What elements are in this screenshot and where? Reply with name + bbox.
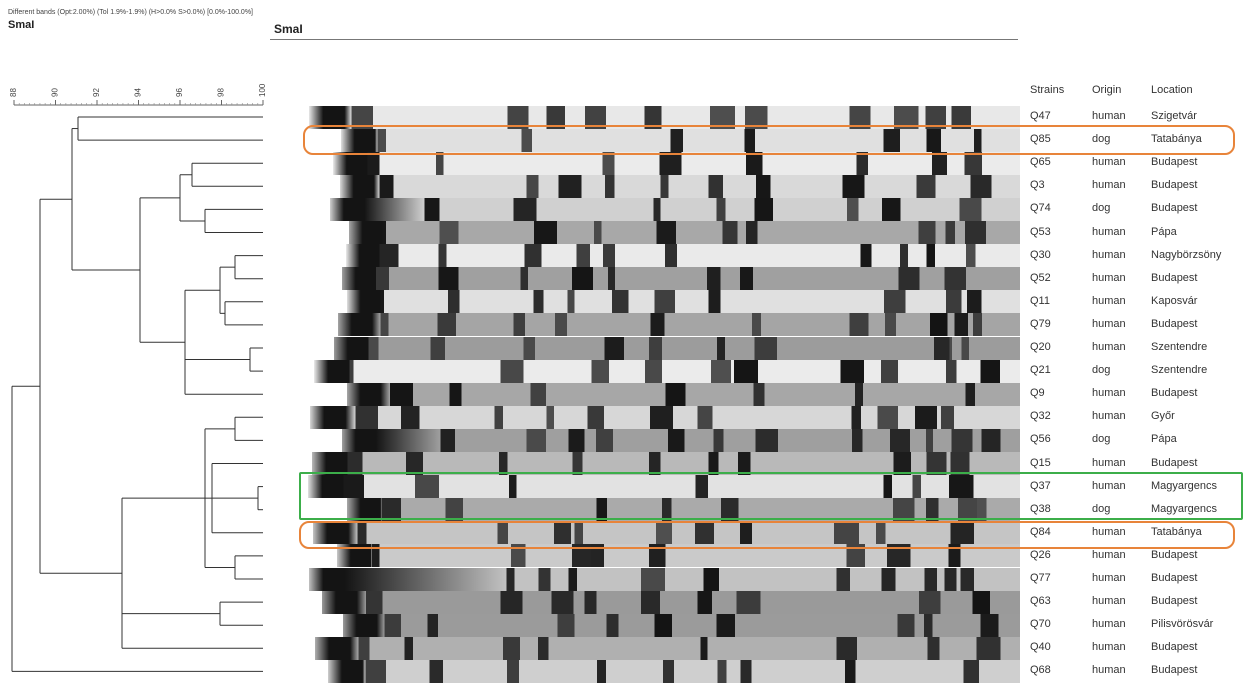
table-cell: Q63: [1030, 595, 1051, 607]
table-cell: Budapest: [1151, 572, 1197, 584]
gel-lane: [349, 221, 1020, 244]
table-cell: dog: [1092, 202, 1110, 214]
tick-label: 92: [92, 88, 101, 97]
column-header: Origin: [1092, 84, 1121, 96]
gel-lane: [333, 152, 1020, 175]
gel-lane: [315, 637, 1020, 660]
table-cell: Q77: [1030, 572, 1051, 584]
page: {"header": {"settings": "Different bands…: [0, 0, 1244, 678]
column-header: Strains: [1030, 84, 1064, 96]
gel-lane: [314, 360, 1020, 383]
table-cell: human: [1092, 179, 1126, 191]
tick-label: 90: [51, 88, 60, 97]
tick-label: 88: [9, 88, 18, 97]
table-cell: Szentendre: [1151, 364, 1207, 376]
table-cell: Q32: [1030, 410, 1051, 422]
column-header: Location: [1151, 84, 1193, 96]
table-cell: Budapest: [1151, 641, 1197, 653]
table-cell: human: [1092, 549, 1126, 561]
table-cell: human: [1092, 457, 1126, 469]
gel-lane: [343, 614, 1020, 637]
table-cell: Budapest: [1151, 457, 1197, 469]
table-cell: human: [1092, 318, 1126, 330]
table-cell: Budapest: [1151, 549, 1197, 561]
table-cell: Kaposvár: [1151, 295, 1197, 307]
table-cell: Nagybörzsöny: [1151, 249, 1221, 261]
table-cell: Q26: [1030, 549, 1051, 561]
table-cell: Q47: [1030, 110, 1051, 122]
table-cell: Szigetvár: [1151, 110, 1197, 122]
highlight-box: [303, 125, 1235, 155]
table-cell: Pápa: [1151, 433, 1177, 445]
table-cell: Q40: [1030, 641, 1051, 653]
gel-lane: [342, 267, 1020, 290]
table-cell: Pilisvörösvár: [1151, 618, 1213, 630]
gel-lane: [346, 244, 1020, 267]
table-cell: human: [1092, 341, 1126, 353]
gel-lane: [338, 313, 1020, 336]
table-cell: Q30: [1030, 249, 1051, 261]
table-cell: Q68: [1030, 664, 1051, 676]
table-cell: Q53: [1030, 226, 1051, 238]
table-cell: Budapest: [1151, 202, 1197, 214]
gel-lane: [310, 406, 1020, 429]
gel-lane: [342, 429, 1020, 452]
table-cell: Q56: [1030, 433, 1051, 445]
table-cell: Q21: [1030, 364, 1051, 376]
tick-label: 96: [175, 88, 184, 97]
table-cell: human: [1092, 664, 1126, 676]
table-cell: Q65: [1030, 156, 1051, 168]
table-cell: Budapest: [1151, 595, 1197, 607]
table-cell: Budapest: [1151, 156, 1197, 168]
gel-lane: [340, 175, 1020, 198]
gel-lane: [328, 660, 1020, 683]
table-cell: Budapest: [1151, 387, 1197, 399]
tick-label: 94: [134, 88, 143, 97]
highlight-box: [299, 472, 1243, 520]
tick-label: 100: [258, 83, 267, 97]
table-cell: Q9: [1030, 387, 1045, 399]
table-cell: dog: [1092, 433, 1110, 445]
table-cell: human: [1092, 618, 1126, 630]
gel-lane: [330, 198, 1020, 221]
gel-lane: [309, 568, 1020, 591]
dendrogram: 88 90 92 94 96 98 100: [0, 0, 300, 678]
table-cell: Budapest: [1151, 272, 1197, 284]
table-cell: human: [1092, 595, 1126, 607]
table-cell: Győr: [1151, 410, 1175, 422]
table-cell: Budapest: [1151, 318, 1197, 330]
table-cell: human: [1092, 387, 1126, 399]
tick-label: 98: [217, 88, 226, 97]
table-cell: Q70: [1030, 618, 1051, 630]
table-cell: human: [1092, 110, 1126, 122]
gel-lane: [347, 383, 1020, 406]
table-cell: Q15: [1030, 457, 1051, 469]
table-cell: human: [1092, 295, 1126, 307]
table-cell: human: [1092, 272, 1126, 284]
table-cell: Budapest: [1151, 179, 1197, 191]
table-cell: Q52: [1030, 272, 1051, 284]
table-cell: Pápa: [1151, 226, 1177, 238]
table-cell: Q79: [1030, 318, 1051, 330]
table-cell: human: [1092, 641, 1126, 653]
table-cell: Q74: [1030, 202, 1051, 214]
table-cell: Q11: [1030, 295, 1050, 307]
table-cell: human: [1092, 226, 1126, 238]
gel-lane: [334, 337, 1020, 360]
table-cell: Q20: [1030, 341, 1051, 353]
highlight-box: [299, 521, 1235, 549]
gel-lane: [347, 290, 1020, 313]
title-rule: [270, 39, 1018, 40]
table-cell: dog: [1092, 364, 1110, 376]
table-cell: human: [1092, 410, 1126, 422]
table-cell: human: [1092, 572, 1126, 584]
gel-lane: [322, 591, 1020, 614]
table-cell: Budapest: [1151, 664, 1197, 676]
table-cell: human: [1092, 249, 1126, 261]
table-cell: Q3: [1030, 179, 1045, 191]
table-cell: Szentendre: [1151, 341, 1207, 353]
table-cell: human: [1092, 156, 1126, 168]
